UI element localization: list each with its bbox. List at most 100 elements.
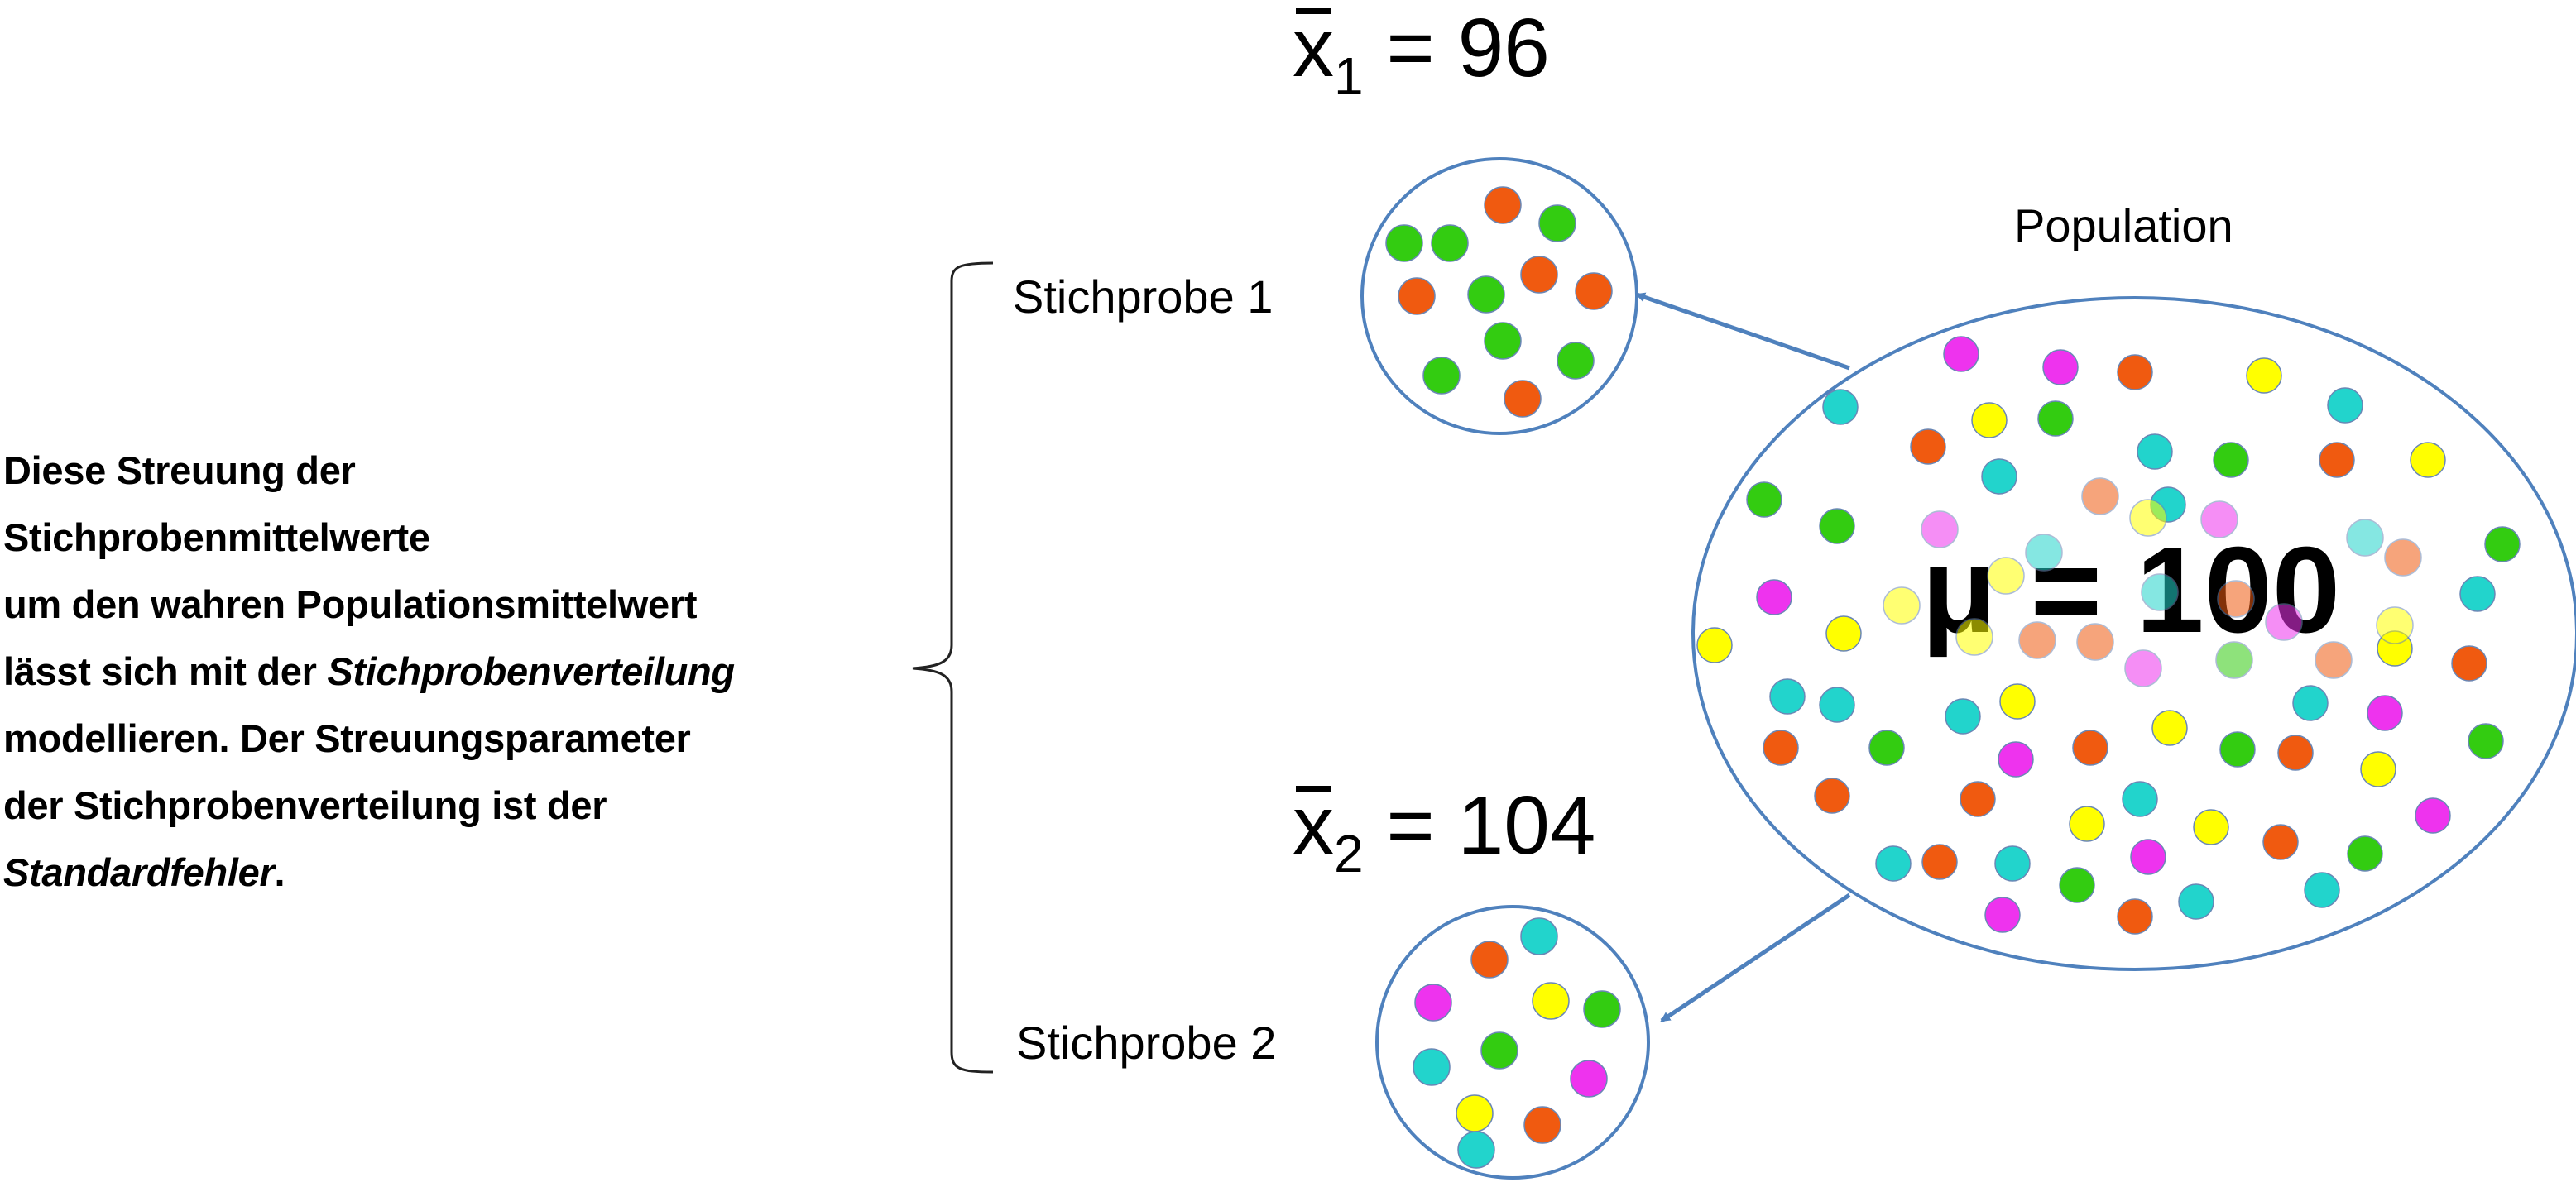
dots-sample2-dot-7 [1570, 1060, 1608, 1098]
dots-population-dot-4 [1822, 389, 1859, 425]
explanation-text: Diese Streuung der Stichprobenmittelwert… [3, 437, 930, 906]
dots-population-dot-54 [1984, 897, 2021, 933]
dots-population-dot-33 [1868, 730, 1905, 766]
sample-1-dots [1385, 186, 1613, 418]
explanation-line-7-period: . [274, 850, 285, 894]
sample-1-mean-symbol: x [1293, 2, 1334, 94]
population-label: Population [2014, 199, 2233, 251]
explanation-line-6: der Stichprobenverteilung ist der [3, 783, 607, 827]
dots-sample1-dot-0 [1385, 224, 1423, 262]
dots-sample1-dot-8 [1484, 322, 1522, 360]
dots-population-dot-15 [1819, 508, 1855, 544]
dots-population-dot-9 [2137, 433, 2173, 470]
dots-sample2-dot-2 [1414, 984, 1452, 1022]
dots-sample2-dot-3 [1532, 982, 1570, 1020]
dots-population-dot-18 [2459, 576, 2496, 612]
dots-population-dot-34 [1998, 741, 2034, 778]
sample-1-mean: x1 = 96 [1293, 7, 1550, 103]
dots-population-dot-29 [2367, 695, 2403, 731]
dots-population-dot-30 [2151, 710, 2188, 746]
sample-1-label: Stichprobe 1 [1013, 270, 1274, 323]
sample-2-mean-symbol: x [1293, 779, 1334, 872]
dots-sample1-dot-5 [1467, 275, 1505, 314]
dots-population-dot-19 [1756, 579, 1792, 615]
dots-population-dot-7 [2037, 400, 2074, 437]
dots-population-dot-36 [2219, 731, 2256, 768]
dots-population-dot-20 [1825, 615, 1862, 652]
explanation-line-1: Diese Streuung der [3, 448, 356, 492]
dots-sample1-dot-4 [1398, 277, 1436, 315]
dots-sample2-dot-5 [1413, 1048, 1451, 1086]
explanation-line-3: um den wahren Populationsmittelwert [3, 582, 698, 626]
dots-sample2-dot-9 [1523, 1106, 1561, 1144]
sample-2-mean-subscript: 2 [1334, 824, 1364, 883]
dots-population-dot-1 [2042, 349, 2079, 385]
sample-1-mean-subscript: 1 [1334, 46, 1364, 106]
sample-2-mean: x2 = 104 [1293, 784, 1595, 880]
dots-population-dot-43 [2130, 839, 2166, 875]
dots-population-dot-22 [2377, 630, 2413, 667]
population-dots [1696, 336, 2521, 935]
dots-population-dot-39 [2122, 781, 2158, 817]
dots-population-dot-16 [2150, 486, 2186, 523]
explanation-line-4-text: lässt sich mit der [3, 649, 328, 693]
dots-sample1-dot-10 [1504, 380, 1542, 418]
term-stichprobenverteilung: Stichprobenverteilung [327, 649, 735, 693]
dots-sample2-dot-10 [1457, 1131, 1495, 1169]
dots-population-dot-10 [2213, 442, 2249, 478]
sample-2-label: Stichprobe 2 [1016, 1017, 1277, 1069]
dots-population-dot-46 [2415, 797, 2451, 834]
dots-population-dot-50 [2059, 867, 2095, 903]
dots-sample1-dot-2 [1484, 186, 1522, 224]
dots-population-dot-17 [2484, 526, 2521, 562]
dots-population-dot-44 [2193, 809, 2229, 845]
dots-population-dot-40 [1960, 781, 1996, 817]
dots-population-dot-53 [2178, 883, 2214, 920]
population-ellipse [1691, 296, 2576, 971]
dots-sample1-dot-9 [1422, 357, 1461, 395]
explanation-line-2: Stichprobenmittelwerte [3, 515, 430, 559]
explanation-line-7: Standardfehler. [3, 839, 930, 906]
arrow-to-sample-1 [1635, 292, 1850, 371]
dots-population-dot-23 [2451, 645, 2487, 682]
sample-1-mean-value: = 96 [1386, 2, 1550, 94]
term-standardfehler: Standardfehler [3, 850, 275, 894]
dots-sample1-dot-6 [1520, 256, 1558, 294]
dots-sample2-dot-0 [1470, 941, 1509, 979]
dots-population-dot-52 [2304, 872, 2340, 908]
sample-2-dots [1413, 917, 1621, 1169]
dots-population-dot-12 [2410, 442, 2446, 478]
dots-population-dot-11 [2319, 442, 2355, 478]
dots-population-dot-31 [2468, 723, 2504, 759]
dots-sample1-dot-3 [1538, 204, 1576, 242]
dots-population-dot-55 [2117, 898, 2153, 935]
dots-population-dot-48 [1921, 844, 1958, 880]
dots-population-dot-25 [1819, 687, 1855, 723]
dots-population-dot-45 [2262, 824, 2299, 860]
dots-population-dot-41 [1814, 778, 1850, 814]
dots-sample1-dot-1 [1431, 224, 1469, 262]
population-mean: μ = 100 [1921, 522, 2341, 658]
explanation-line-4: lässt sich mit der Stichprobenverteilung [3, 638, 930, 705]
dots-population-dot-49 [1994, 845, 2031, 882]
dots-population-dot-5 [2327, 387, 2363, 424]
explanation-line-5: modellieren. Der Streuungsparameter [3, 716, 691, 760]
dots-population-dot-3 [2246, 357, 2282, 394]
dots-population-dot-37 [2277, 735, 2314, 771]
sample-2-mean-value: = 104 [1386, 779, 1596, 872]
dots-population-dot-38 [2360, 751, 2396, 787]
dots-population-dot-14 [1746, 481, 1782, 518]
dots-population-dot-13 [1981, 458, 2017, 495]
dots-population-dot-24 [1769, 678, 1806, 715]
dots-population-dot-8 [1910, 428, 1946, 465]
dots-sample1-dot-7 [1575, 272, 1613, 310]
dots-population-dot-42 [2069, 806, 2105, 842]
dots-population-dot-26 [1945, 698, 1981, 735]
dots-sample2-dot-6 [1480, 1031, 1518, 1070]
dots-sample2-dot-4 [1583, 990, 1621, 1028]
dots-population-dot-47 [1875, 845, 1912, 882]
dots-population-dot-27 [1999, 683, 2036, 720]
arrow-to-sample-2 [1660, 893, 1851, 1023]
dots-sample1-dot-11 [1557, 342, 1595, 380]
